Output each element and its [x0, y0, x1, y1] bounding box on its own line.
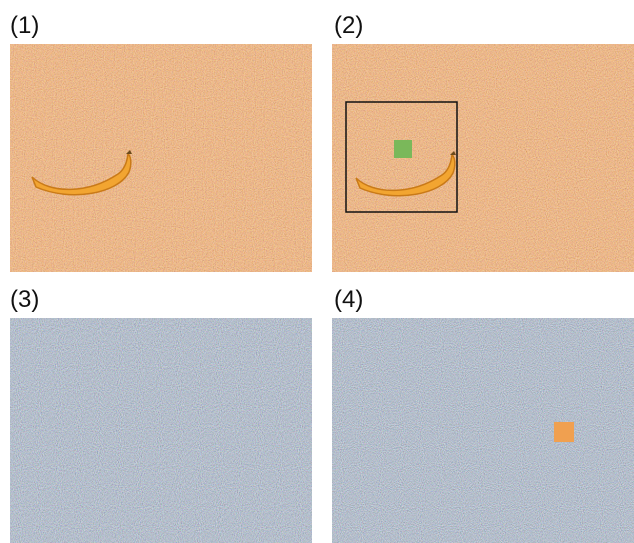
panel-4-image: [332, 318, 634, 543]
orange-square: [554, 422, 574, 442]
orange-noise-layer: [10, 44, 312, 272]
panel-1-label: (1): [10, 12, 40, 39]
bounding-box: [345, 101, 458, 213]
bluegray-noise-layer: [10, 318, 312, 543]
panel-4-noise-canvas: [332, 318, 634, 543]
green-square: [394, 140, 412, 158]
panel-1-noise-canvas: [10, 44, 312, 272]
panel-3-label: (3): [10, 286, 40, 313]
panel-3-noise-canvas: [10, 318, 312, 543]
banana-object: [31, 150, 132, 196]
panel-2-noise-canvas: [332, 44, 634, 272]
panel-3-image: [10, 318, 312, 543]
panel-4-label: (4): [334, 286, 364, 313]
panel-2-label: (2): [334, 12, 364, 39]
panel-2-image: [332, 44, 634, 272]
banana-object: [355, 151, 456, 197]
bluegray-noise-layer: [332, 318, 634, 543]
panel-1-image: [10, 44, 312, 272]
orange-noise-layer: [332, 44, 634, 272]
